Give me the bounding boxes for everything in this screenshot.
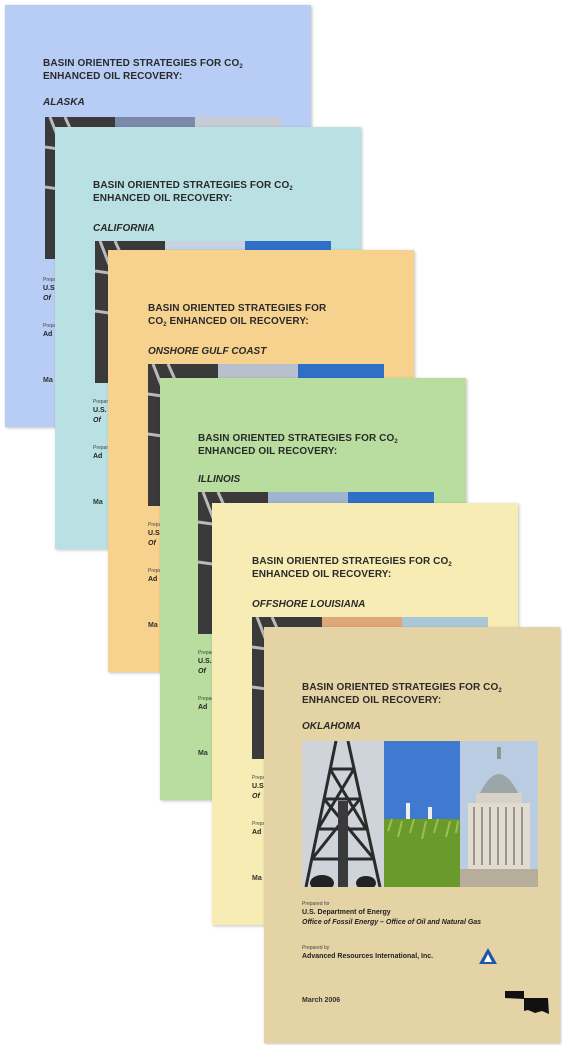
cover-title: BASIN ORIENTED STRATEGIES FOR CO2 ENHANC… bbox=[252, 556, 452, 580]
office-short: Of bbox=[43, 295, 51, 302]
agency-name: U.S. Department of Energy bbox=[302, 909, 391, 916]
cover-region: OFFSHORE LOUISIANA bbox=[252, 599, 366, 610]
cover-region: OKLAHOMA bbox=[302, 721, 361, 732]
date-short: Ma bbox=[148, 622, 158, 629]
prepared-for-label: Prepared for bbox=[302, 901, 330, 907]
ari-triangle-logo-icon bbox=[479, 948, 497, 964]
office-short: Of bbox=[252, 793, 260, 800]
oklahoma-photo-collage bbox=[302, 741, 538, 887]
cover-region: CALIFORNIA bbox=[93, 223, 155, 234]
office-short: Of bbox=[93, 417, 101, 424]
agency-short: U.S. bbox=[93, 407, 107, 414]
office-name: Office of Fossil Energy – Office of Oil … bbox=[302, 919, 482, 926]
date-short: Ma bbox=[252, 875, 262, 882]
date-short: Ma bbox=[43, 377, 53, 384]
ari-name: Advanced Resources International, Inc. bbox=[302, 953, 434, 960]
office-short: Of bbox=[198, 668, 206, 675]
cover-region: ALASKA bbox=[43, 97, 85, 108]
cover-title: BASIN ORIENTED STRATEGIES FOR CO2 ENHANC… bbox=[93, 180, 293, 204]
report-date: March 2006 bbox=[302, 997, 341, 1004]
prepared-for-label: Prepared for bbox=[198, 650, 226, 656]
cover-title: BASIN ORIENTED STRATEGIES FOR CO2 ENHANC… bbox=[198, 433, 398, 457]
agency-short: U.S. bbox=[252, 783, 266, 790]
prepared-by-label: Prepared by bbox=[198, 696, 225, 702]
agency-short: U.S. bbox=[148, 530, 162, 537]
prepared-by-label: Prepared by bbox=[302, 945, 330, 951]
report-cover-oklahoma[interactable]: BASIN ORIENTED STRATEGIES FOR CO2 ENHANC… bbox=[264, 627, 560, 1043]
cover-region: ONSHORE GULF COAST bbox=[148, 346, 267, 357]
oklahoma-state-outline-icon bbox=[505, 991, 549, 1014]
prepared-for-label: Prepared for bbox=[93, 399, 121, 405]
ari-short: Ad bbox=[252, 829, 262, 836]
cover-photo-strip bbox=[302, 741, 538, 887]
office-short: Of bbox=[148, 540, 156, 547]
cover-title: BASIN ORIENTED STRATEGIES FOR CO2 ENHANC… bbox=[148, 303, 327, 328]
agency-short: U.S. bbox=[43, 285, 57, 292]
prepared-by-label: Prepared by bbox=[93, 445, 121, 451]
ari-short: Ad bbox=[93, 453, 103, 460]
date-short: Ma bbox=[93, 499, 103, 506]
date-short: Ma bbox=[198, 750, 208, 757]
ari-short: Ad bbox=[198, 704, 208, 711]
ari-short: Ad bbox=[43, 331, 53, 338]
agency-short: U.S. bbox=[198, 658, 212, 665]
cover-title: BASIN ORIENTED STRATEGIES FOR CO2 ENHANC… bbox=[43, 58, 243, 82]
ari-short: Ad bbox=[148, 576, 158, 583]
cover-region: ILLINOIS bbox=[198, 474, 241, 485]
cover-title: BASIN ORIENTED STRATEGIES FOR CO2 ENHANC… bbox=[302, 682, 502, 706]
